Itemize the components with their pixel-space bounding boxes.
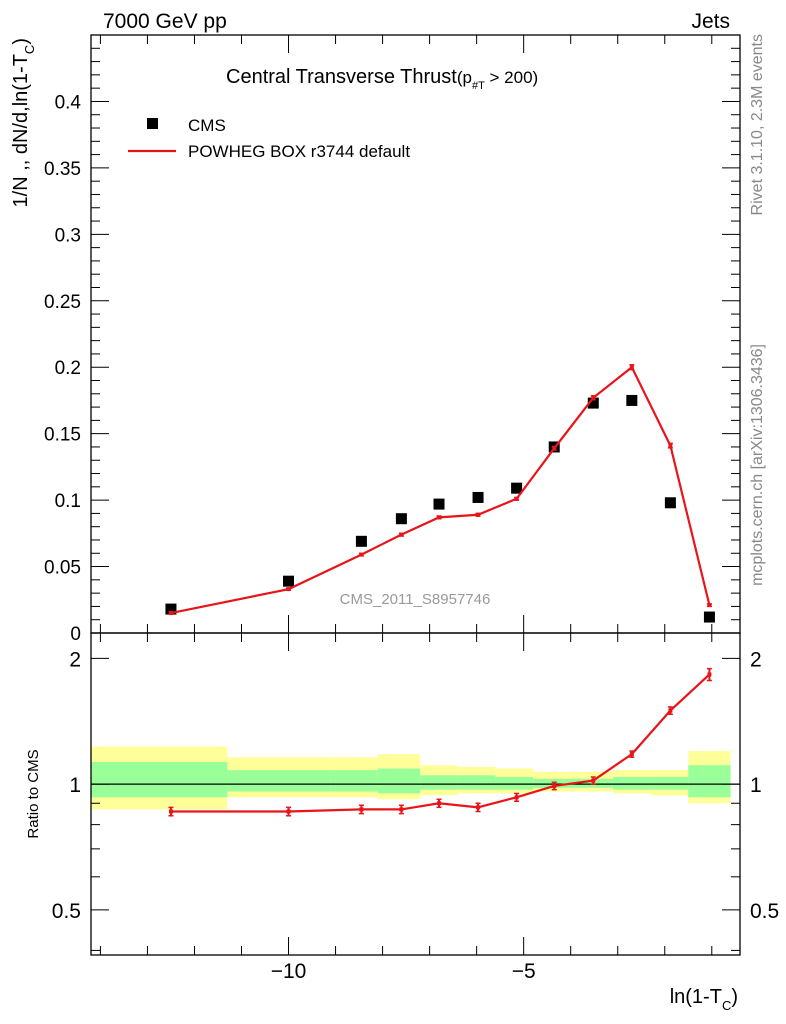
analysis-watermark: CMS_2011_S8957746 [340,591,491,608]
main-y-tick-label: 0 [70,624,81,645]
ratio-data-point [437,801,442,806]
powheg-line [170,365,711,615]
cms-data-point [664,497,676,509]
powheg-data-point [552,446,557,451]
cms-data-point [165,603,177,615]
ratio-frame [90,632,741,956]
legend-cms-marker [147,118,158,129]
chart-title: Central Transverse Thrust(p#T > 200) [226,66,538,92]
ratio-band-green [688,765,731,798]
mcplots-label: mcplots.cern.ch [arXiv:1306.3436] [749,344,766,586]
ratio-data-point [286,809,291,814]
x-tick-labels: −10 −5 [271,960,536,983]
rivet-version-label: Rivet 3.1.10, 2.3M events [749,34,766,215]
cms-data-point [283,575,295,587]
ratio-band-green [495,777,534,790]
ratio-band-green [650,777,689,790]
ratio-powheg-line [170,673,711,813]
cms-data-point [511,482,523,494]
ratio-data-point [707,672,712,677]
ratio-band-green [227,770,331,792]
cms-data-point [395,513,407,525]
main-y-tick-label: 0.2 [55,358,81,379]
powheg-data-point [591,395,596,400]
x-tick-label: −10 [271,960,307,983]
ratio-y-tick-label-right: 0.5 [750,900,779,923]
ratio-data-point [629,752,634,757]
ratio-data-point [399,807,404,812]
main-y-tick-label: 0.15 [44,425,81,446]
main-y-tick-label: 0.3 [55,225,81,246]
main-panel: 0 0.05 0.1 0.15 0.2 0.25 0.3 0.35 0.4 Central Tr… [10,34,741,645]
ratio-data-point [591,778,596,783]
powheg-data-point [168,611,173,616]
ratio-y-tick-label-right: 1 [750,774,762,797]
ratio-data-point [476,805,481,810]
legend-cms-label: CMS [188,116,226,135]
ratio-powheg-series [168,667,712,817]
ratio-y-tick-labels: 0.5 0.5 1 1 2 2 [52,648,779,923]
ratio-data-point [668,708,673,713]
ratio-y-tick-label-right: 2 [750,648,762,671]
ratio-axes [91,633,740,955]
main-y-tick-label: 0.1 [55,491,81,512]
main-y-tick-label: 0.05 [44,558,81,579]
powheg-data-point [359,552,364,557]
cms-data-point [703,611,715,623]
x-tick-label: −5 [512,960,536,983]
ratio-data-point [514,795,519,800]
main-y-tick-label: 0.25 [44,292,81,313]
cms-data-point [355,535,367,547]
main-y-axis-label: 1/N ,, dN/d,ln(1-TC) [10,38,37,207]
ratio-band-green [613,777,651,790]
ratio-data-point [168,809,173,814]
powheg-data-point [629,365,634,370]
ratio-data-point [359,807,364,812]
header-right: Jets [691,10,730,33]
cms-data-point [472,491,484,503]
header-left: 7000 GeV pp [103,10,227,33]
powheg-data-point [668,443,673,448]
x-axis-label: ln(1-TC) [670,986,738,1013]
ratio-uncertainty-bands [91,746,731,810]
ratio-y-tick-label-left: 0.5 [52,900,81,923]
ratio-band-green [330,770,378,792]
powheg-data-point [476,512,481,517]
ratio-y-axis-label: Ratio to CMS [25,749,42,838]
ratio-band-green [377,768,421,794]
cms-data-point [626,394,638,406]
powheg-data-point [514,496,519,501]
powheg-series [168,364,712,616]
powheg-data-point [399,532,404,537]
ratio-y-tick-label-left: 2 [69,648,81,671]
main-y-tick-labels: 0 0.05 0.1 0.15 0.2 0.25 0.3 0.35 0.4 [44,92,81,645]
legend-powheg-label: POWHEG BOX r3744 default [188,142,410,161]
main-y-tick-label: 0.35 [44,159,81,180]
ratio-band-green [457,775,496,790]
main-y-tick-label: 0.4 [55,92,82,113]
ratio-panel: 0.5 0.5 1 1 2 2 −10 −5 Ratio to CMS ln(1-TC) [25,632,779,1013]
cms-markers [165,394,715,623]
powheg-data-point [437,515,442,520]
cms-data-point [433,498,445,510]
ratio-band-green [420,775,458,790]
powheg-data-point [286,587,291,592]
powheg-data-point [707,603,712,608]
ratio-band-green [91,761,228,798]
cms-data-point [587,397,599,409]
main-axes [91,34,740,634]
ratio-y-tick-label-left: 1 [69,774,81,797]
ratio-data-point [552,783,557,788]
